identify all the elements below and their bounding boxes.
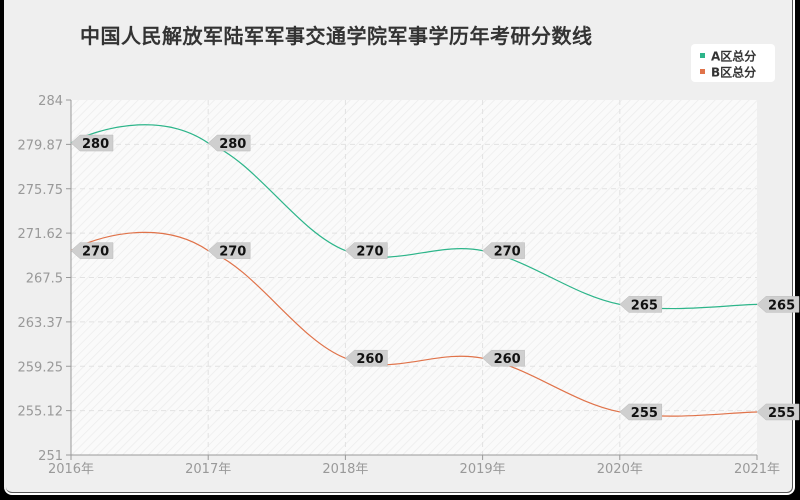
svg-text:270: 270 bbox=[82, 245, 109, 260]
y-tick-label: 255.12 bbox=[18, 405, 64, 420]
svg-text:255: 255 bbox=[631, 406, 658, 421]
x-tick-label: 2018年 bbox=[322, 462, 368, 477]
svg-text:260: 260 bbox=[494, 352, 521, 367]
y-tick-label: 263.37 bbox=[18, 316, 64, 331]
x-tick-label: 2016年 bbox=[48, 462, 94, 477]
data-label: 255 bbox=[619, 403, 663, 421]
data-label: 260 bbox=[482, 349, 525, 367]
y-tick-label: 251 bbox=[38, 449, 63, 464]
svg-text:270: 270 bbox=[356, 245, 383, 260]
legend-swatch-b-icon bbox=[700, 69, 705, 74]
svg-text:280: 280 bbox=[82, 137, 109, 152]
y-tick-label: 275.75 bbox=[18, 183, 64, 198]
legend: A区总分 B区总分 bbox=[691, 44, 775, 82]
legend-label-b: B区总分 bbox=[711, 65, 757, 80]
point-labels: 280 280 270 270 265 265 270 270 260 260 255 255 bbox=[70, 134, 800, 421]
data-label: 260 bbox=[345, 349, 388, 367]
y-tick-label: 271.62 bbox=[18, 227, 64, 242]
legend-item-a[interactable]: A区总分 bbox=[700, 49, 757, 64]
x-tick-label: 2019年 bbox=[460, 462, 506, 477]
data-label: 270 bbox=[482, 242, 525, 260]
svg-text:260: 260 bbox=[356, 352, 383, 367]
data-label: 280 bbox=[207, 134, 251, 152]
svg-text:270: 270 bbox=[219, 245, 246, 260]
y-tick-label: 284 bbox=[38, 94, 63, 109]
data-label: 270 bbox=[70, 242, 114, 260]
y-tick-label: 267.5 bbox=[26, 272, 63, 287]
svg-text:280: 280 bbox=[219, 137, 246, 152]
data-label: 255 bbox=[756, 403, 800, 421]
data-label: 280 bbox=[70, 134, 114, 152]
data-label: 265 bbox=[619, 296, 663, 313]
legend-swatch-a-icon bbox=[700, 53, 705, 58]
y-tick-label: 259.25 bbox=[18, 360, 64, 375]
x-tick-label: 2017年 bbox=[185, 462, 231, 477]
data-label: 265 bbox=[756, 296, 800, 313]
data-label: 270 bbox=[345, 242, 388, 260]
legend-item-b[interactable]: B区总分 bbox=[700, 65, 757, 80]
svg-text:265: 265 bbox=[631, 298, 658, 313]
svg-text:270: 270 bbox=[494, 245, 521, 260]
chart-title: 中国人民解放军陆军军事交通学院军事学历年考研分数线 bbox=[80, 24, 593, 48]
x-tick-label: 2020年 bbox=[597, 462, 643, 477]
x-tick-label: 2021年 bbox=[734, 462, 780, 477]
svg-text:255: 255 bbox=[768, 406, 795, 421]
legend-label-a: A区总分 bbox=[711, 49, 757, 64]
y-tick-label: 279.87 bbox=[18, 138, 64, 153]
axes: 284 279.87 275.75 271.62 267.5 263.37 259.25 25… bbox=[18, 94, 781, 477]
data-label: 270 bbox=[207, 242, 251, 260]
svg-text:265: 265 bbox=[768, 298, 795, 313]
